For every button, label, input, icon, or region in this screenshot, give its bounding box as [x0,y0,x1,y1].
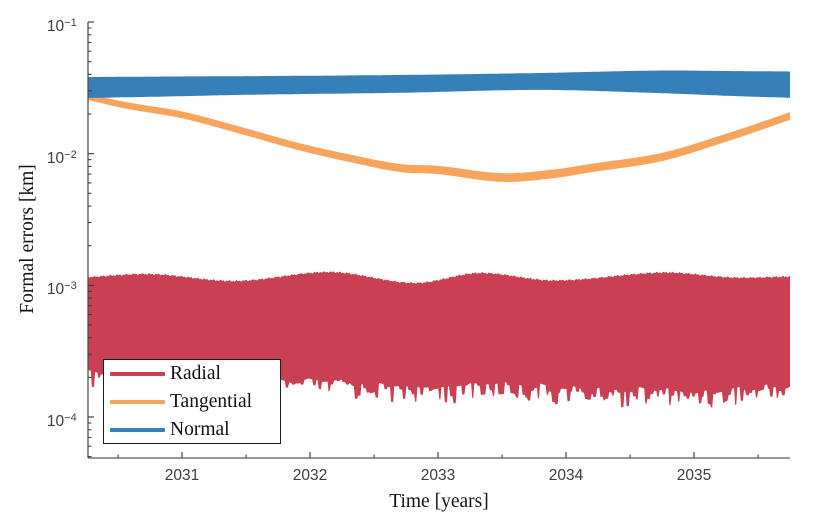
legend-label: Normal [170,419,230,440]
y-tick-label: 10−4 [46,411,77,431]
x-tick-label: 2032 [292,467,328,484]
data-bands [88,70,791,408]
x-axis-label: Time [years] [389,491,489,512]
x-tick-label: 2033 [420,467,456,484]
axes [87,22,790,459]
y-axis-label: Formal errors [km] [17,164,38,314]
x-tick-label: 2034 [548,467,584,484]
legend-line-sample [110,428,165,432]
series-band-normal [88,70,791,98]
legend-line-sample [110,400,165,404]
legend-box: Radial Tangential Normal [103,359,281,444]
y-tick-label: 10−3 [46,280,77,299]
tick-marks [88,21,759,458]
y-tick-label: 10−1 [46,17,77,36]
legend-line-sample [110,372,165,376]
legend-label: Radial [170,363,221,384]
legend-label: Tangential [170,391,253,412]
legend-entry-tangential: Tangential [104,388,280,416]
series-band-tangential [88,93,791,182]
legend-entry-normal: Normal [104,416,280,444]
x-tick-label: 2035 [676,467,712,484]
x-tick-label: 2031 [164,467,200,484]
legend-entry-radial: Radial [104,360,280,388]
y-tick-label: 10−2 [46,148,77,167]
